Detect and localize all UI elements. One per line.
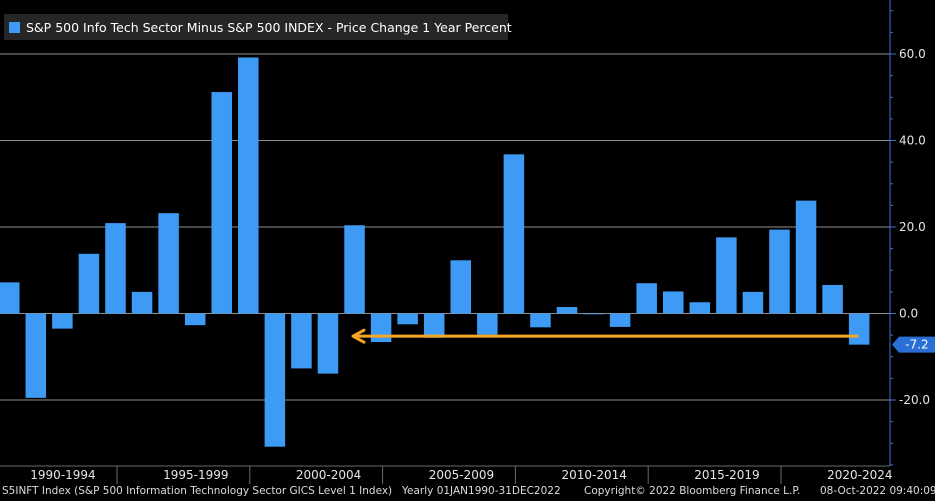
bar-1997 <box>184 313 206 326</box>
x-tick-label: 2015-2019 <box>694 468 759 482</box>
bar-2022 <box>848 313 870 345</box>
bar-1990 <box>0 282 20 314</box>
bar-2004 <box>370 313 392 343</box>
bar-2021 <box>822 284 843 314</box>
bar-2000 <box>264 313 286 447</box>
bar-1998 <box>211 92 232 314</box>
bar-2002 <box>317 313 339 374</box>
bar-2010 <box>530 313 551 328</box>
arrow-head <box>351 328 366 344</box>
bar-2020 <box>795 200 817 314</box>
footer: S5INFT Index (S&P 500 Information Techno… <box>0 484 935 501</box>
x-tick-label: 2010-2014 <box>561 468 626 482</box>
x-tick-label: 1995-1999 <box>163 468 228 482</box>
bar-2018 <box>742 291 764 314</box>
bar-1991 <box>25 313 47 398</box>
y-tick-label: 20.0 <box>899 220 926 234</box>
last-value-label: -7.2 <box>905 338 928 352</box>
legend: S&P 500 Info Tech Sector Minus S&P 500 I… <box>4 14 512 40</box>
bar-2017 <box>716 237 737 314</box>
bar-1993 <box>78 253 100 314</box>
footer-ticker: S5INFT Index (S&P 500 Information Techno… <box>2 485 393 497</box>
annotation-arrow <box>351 328 859 344</box>
bar-2019 <box>769 229 790 314</box>
last-value-badge <box>892 336 935 353</box>
bar-2015 <box>663 291 684 314</box>
bar-2009 <box>503 154 525 314</box>
footer-period: Yearly 01JAN1990-31DEC2022 <box>402 485 561 497</box>
x-tick-label: 2020-2024 <box>827 468 892 482</box>
x-tick-label: 2000-2004 <box>296 468 361 482</box>
bar-2008 <box>477 313 498 335</box>
bar-1994 <box>105 223 126 314</box>
bar-2005 <box>397 313 418 325</box>
y-tick-label: 0.0 <box>899 307 918 321</box>
bar-2001 <box>291 313 312 369</box>
y-tick-label: -20.0 <box>899 393 930 407</box>
y-tick-label: 60.0 <box>899 47 926 61</box>
footer-timestamp: 08-Oct-2022 09:40:09 <box>820 485 935 497</box>
x-axis: 1990-1994 1995-1999 2000-2004 2005-2009 2010… <box>0 465 893 484</box>
gridlines <box>0 53 890 401</box>
bar-2016 <box>689 302 711 314</box>
bars <box>0 57 870 447</box>
bar-2007 <box>450 260 472 314</box>
bar-2012 <box>583 313 604 315</box>
y-tick-label: 40.0 <box>899 134 926 148</box>
legend-swatch <box>9 21 20 33</box>
bar-1996 <box>158 213 179 314</box>
bar-2003 <box>344 225 365 314</box>
bar-2013 <box>609 313 631 327</box>
bar-1995 <box>131 291 153 314</box>
bar-1992 <box>52 313 73 329</box>
footer-copyright: Copyright© 2022 Bloomberg Finance L.P. <box>584 485 801 497</box>
x-tick-label: 1990-1994 <box>30 468 95 482</box>
bar-2011 <box>556 307 578 314</box>
bar-1999 <box>238 57 259 314</box>
y-axis: 60.0 40.0 20.0 0.0 -20.0 -7.2 <box>889 0 935 466</box>
bar-2006 <box>423 313 445 338</box>
bar-2014 <box>636 283 657 314</box>
legend-label: S&P 500 Info Tech Sector Minus S&P 500 I… <box>26 19 512 35</box>
x-tick-label: 2005-2009 <box>429 468 494 482</box>
